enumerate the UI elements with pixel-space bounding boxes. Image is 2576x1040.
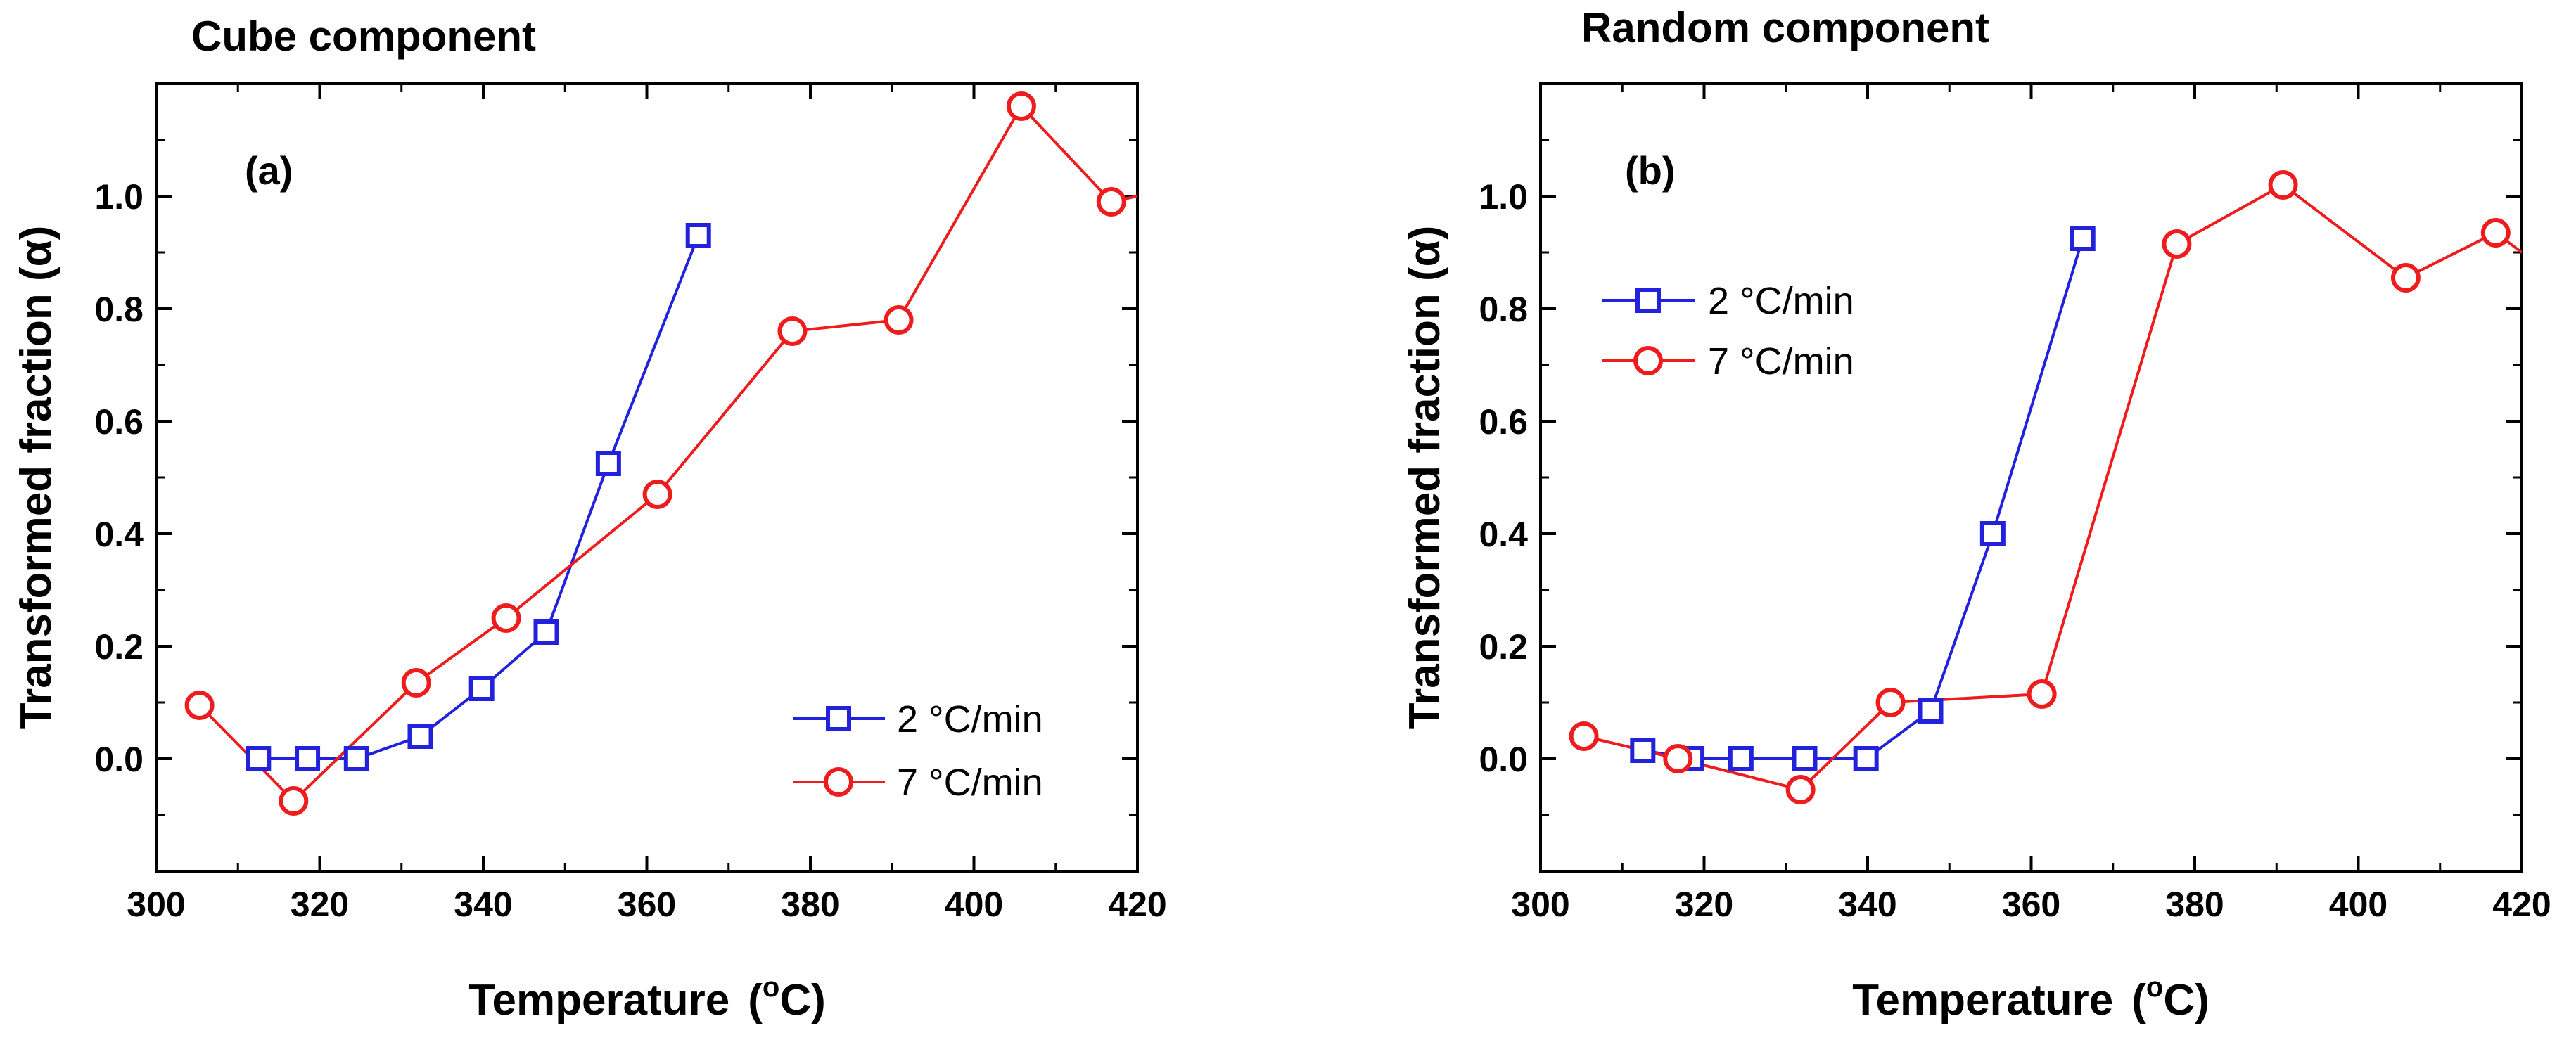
legend-marker-square — [826, 706, 851, 731]
legend: 2 °C/min 7 °C/min — [1602, 280, 1854, 383]
y-tick-label: 0.6 — [94, 402, 144, 442]
y-tick-label: 0.2 — [94, 627, 144, 667]
x-axis-title: Temperature (oC) — [1852, 972, 2210, 1025]
x-tick-labels: 300 320 340 360 380 400 420 — [1511, 885, 2551, 924]
panel-label: (a) — [245, 148, 293, 193]
data-point-2-c-min — [533, 619, 559, 645]
data-point-7-c-min — [2390, 263, 2421, 293]
data-point-7-c-min — [2268, 170, 2298, 200]
y-tick-label: 0.8 — [1479, 290, 1528, 329]
x-axis-unit: (oC) — [2131, 972, 2210, 1025]
data-point-7-c-min — [184, 691, 215, 720]
x-tick-label: 300 — [127, 885, 185, 924]
data-point-2-c-min — [1979, 521, 2006, 546]
x-tick-label: 400 — [2329, 885, 2387, 924]
series-layer — [1569, 170, 2522, 804]
data-point-2-c-min — [246, 746, 272, 771]
data-point-7-c-min — [2027, 679, 2057, 709]
y-axis-title: Transformed fraction (α) — [12, 226, 60, 730]
legend-item-7-c-min: 7 °C/min — [1602, 340, 1854, 383]
data-point-7-c-min — [2480, 218, 2511, 248]
data-point-2-c-min — [2070, 226, 2096, 251]
x-tick-label: 380 — [781, 885, 839, 924]
x-tick-label: 360 — [2002, 885, 2060, 924]
data-point-2-c-min — [1792, 746, 1818, 771]
legend-label: 7 °C/min — [1708, 340, 1854, 383]
data-point-2-c-min — [407, 724, 433, 749]
data-point-7-c-min — [1663, 744, 1693, 773]
y-tick-label: 1.0 — [94, 177, 144, 217]
legend-item-2-c-min: 2 °C/min — [1602, 280, 1854, 322]
y-tick-label: 0.4 — [1479, 515, 1528, 554]
y-tick-label: 0.8 — [94, 290, 144, 329]
series-layer — [184, 91, 1137, 816]
data-point-2-c-min — [343, 746, 369, 771]
x-axis-label: Temperature — [468, 976, 729, 1025]
data-point-7-c-min — [1569, 721, 1599, 751]
data-point-7-c-min — [642, 480, 672, 509]
series-clip — [198, 103, 1137, 803]
panel-title: Random component — [1581, 4, 1989, 51]
data-point-2-c-min — [685, 223, 711, 248]
data-point-7-c-min — [1096, 187, 1126, 217]
y-tick-label: 0.0 — [94, 740, 144, 779]
data-point-2-c-min — [595, 451, 621, 476]
data-point-2-c-min — [1853, 746, 1879, 771]
data-point-2-c-min — [1918, 698, 1944, 724]
data-point-7-c-min — [491, 603, 521, 633]
y-tick-label: 1.0 — [1479, 177, 1528, 217]
legend-label: 2 °C/min — [897, 698, 1043, 740]
x-tick-labels: 300 320 340 360 380 400 420 — [127, 885, 1166, 924]
data-point-7-c-min — [2162, 229, 2192, 259]
legend-marker-circle — [1633, 346, 1663, 375]
y-axis-title: Transformed fraction (α) — [1401, 226, 1449, 730]
x-axis-title: Temperature (oC) — [468, 972, 826, 1025]
legend-label: 2 °C/min — [1708, 280, 1854, 322]
x-tick-label: 320 — [1675, 885, 1733, 924]
x-tick-label: 300 — [1511, 885, 1569, 924]
y-tick-label: 0.2 — [1479, 627, 1528, 667]
data-point-7-c-min — [777, 316, 808, 346]
data-point-2-c-min — [295, 746, 321, 771]
panel-label: (b) — [1625, 148, 1676, 193]
data-point-7-c-min — [401, 668, 431, 698]
axis-ticks — [155, 84, 1139, 871]
y-tick-label: 0.4 — [94, 515, 144, 554]
legend-item-7-c-min: 7 °C/min — [793, 762, 1043, 804]
axis-ticks — [1539, 84, 2523, 871]
series-line-7-c-min — [198, 103, 1137, 803]
x-tick-label: 340 — [454, 885, 512, 924]
x-axis-label: Temperature — [1852, 976, 2113, 1025]
data-point-2-c-min — [468, 676, 495, 701]
x-tick-label: 340 — [1838, 885, 1896, 924]
x-tick-label: 320 — [291, 885, 349, 924]
panel-title: Cube component — [191, 13, 536, 60]
x-tick-label: 360 — [618, 885, 676, 924]
legend-marker-square — [1635, 288, 1661, 313]
x-tick-label: 400 — [945, 885, 1003, 924]
y-tick-label: 0.0 — [1479, 740, 1528, 779]
data-point-7-c-min — [279, 786, 309, 816]
data-point-2-c-min — [1728, 746, 1754, 771]
x-tick-label: 380 — [2165, 885, 2224, 924]
legend: 2 °C/min 7 °C/min — [793, 698, 1043, 804]
legend-item-2-c-min: 2 °C/min — [793, 698, 1043, 740]
series-line-7-c-min — [1583, 183, 2522, 792]
data-point-7-c-min — [1875, 688, 1906, 717]
y-tick-labels: 0.0 0.2 0.4 0.6 0.8 1.0 — [94, 177, 144, 779]
x-tick-label: 420 — [1108, 885, 1166, 924]
panel-random: Random component (b) 300 320 340 360 380 400 4… — [1401, 4, 2551, 1025]
panel-cube: Cube component (a) 300 320 340 360 380 400 420… — [12, 13, 1167, 1025]
data-point-7-c-min — [1785, 775, 1816, 804]
data-point-2-c-min — [1630, 738, 1656, 763]
y-tick-label: 0.6 — [1479, 402, 1528, 442]
x-tick-label: 420 — [2492, 885, 2551, 924]
data-point-7-c-min — [1006, 91, 1036, 121]
legend-marker-circle — [824, 767, 853, 797]
data-point-7-c-min — [884, 305, 914, 335]
y-tick-labels: 0.0 0.2 0.4 0.6 0.8 1.0 — [1479, 177, 1528, 779]
x-axis-unit: (oC) — [748, 972, 826, 1025]
legend-label: 7 °C/min — [897, 762, 1043, 804]
